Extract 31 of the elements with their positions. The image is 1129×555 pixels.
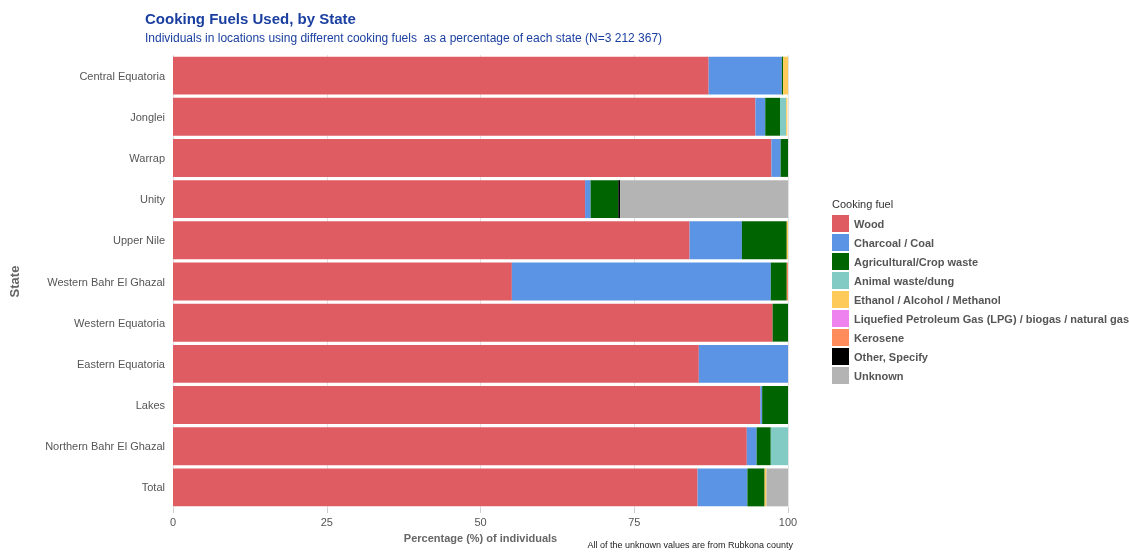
y-tick-label: Western Equatoria [74,316,166,329]
legend-label: Kerosene [854,331,905,344]
legend-label: Animal waste/dung [854,274,955,287]
y-tick-label: Northern Bahr El Ghazal [45,440,165,453]
y-tick-label: Unity [139,193,166,206]
y-tick-label: Warrap [129,151,165,164]
y-tick-label: Central Equatoria [79,69,166,82]
y-tick-label: Total [141,481,165,494]
legend-label: Ethanol / Alcohol / Methanol [854,293,1001,306]
x-axis-title: Percentage (%) of individuals [403,531,558,544]
legend-label: Agricultural/Crop waste [854,255,979,268]
x-tick-label: 0 [169,515,177,528]
y-tick-label: Eastern Equatoria [76,357,166,370]
legend-title: Cooking fuel [832,197,894,210]
y-tick-label: Upper Nile [113,234,165,247]
legend-label: Other, Specify [854,350,929,363]
chart-title: Cooking Fuels Used, by State [145,10,356,27]
x-tick-label: 75 [628,515,641,528]
legend-label: Unknown [854,369,904,382]
chart-subtitle: Individuals in locations using different cooking fuels as a percentage of each state (N=3 212 367) [145,31,663,45]
legend-label: Liquefied Petroleum Gas (LPG) / biogas / natural gas [854,312,1129,325]
x-tick-label: 100 [778,515,798,528]
y-axis-title: State [7,265,22,298]
x-tick-label: 50 [474,515,487,528]
x-tick-label: 25 [320,515,333,528]
text: All of the unknown values are from Rubkona county [587,539,794,550]
y-tick-label: Lakes [135,399,166,412]
legend-label: Wood [854,217,885,230]
y-tick-label: Western Bahr El Ghazal [47,275,165,288]
legend-label: Charcoal / Coal [854,236,935,249]
y-tick-label: Jonglei [130,110,165,123]
